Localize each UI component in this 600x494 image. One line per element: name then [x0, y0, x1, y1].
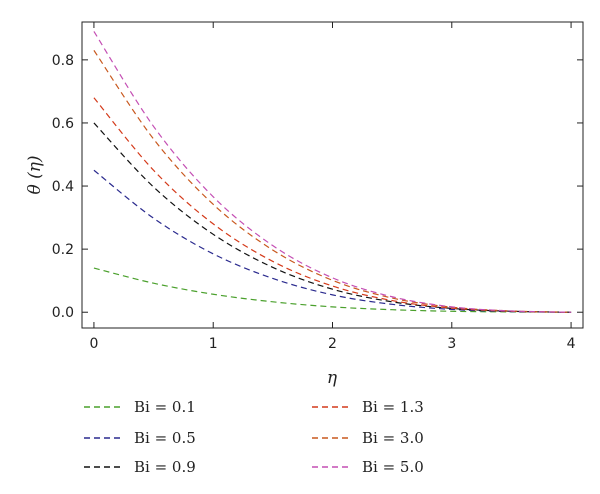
y-tick-label: 0.2 [52, 242, 74, 258]
series-line-0 [93, 267, 572, 313]
x-tick-label: 4 [567, 336, 576, 352]
y-axis-label: θ (η) [25, 155, 45, 194]
x-tick-label: 3 [447, 336, 456, 352]
axes-layer: 0 1 2 3 4 0.0 0.2 0.4 0.6 0.8 [52, 22, 583, 352]
legend-label: Bi = 5.0 [362, 458, 424, 476]
series-line-5 [93, 31, 572, 313]
series-line-4 [93, 50, 572, 313]
legend-label: Bi = 0.9 [134, 458, 196, 476]
series-layer [93, 31, 572, 313]
y-tick-label: 0.4 [52, 179, 74, 195]
plot-frame [81, 21, 584, 329]
x-axis-label: η [327, 368, 338, 388]
x-tick-label: 1 [209, 336, 218, 352]
x-tick-label: 0 [89, 336, 98, 352]
series-line-1 [93, 169, 572, 313]
series-line-2 [93, 122, 572, 313]
x-tick-label: 2 [328, 336, 337, 352]
y-tick-label: 0.0 [52, 305, 74, 321]
series-line-3 [93, 97, 572, 313]
legend-label: Bi = 0.1 [134, 398, 196, 416]
y-tick-label: 0.6 [52, 116, 74, 132]
legend: Bi = 0.1 Bi = 0.5 Bi = 0.9 Bi = 1.3 Bi = 3.0… [84, 398, 424, 476]
legend-label: Bi = 3.0 [362, 429, 424, 447]
legend-label: Bi = 1.3 [362, 398, 424, 416]
legend-label: Bi = 0.5 [134, 429, 196, 447]
y-tick-label: 0.8 [52, 53, 74, 69]
